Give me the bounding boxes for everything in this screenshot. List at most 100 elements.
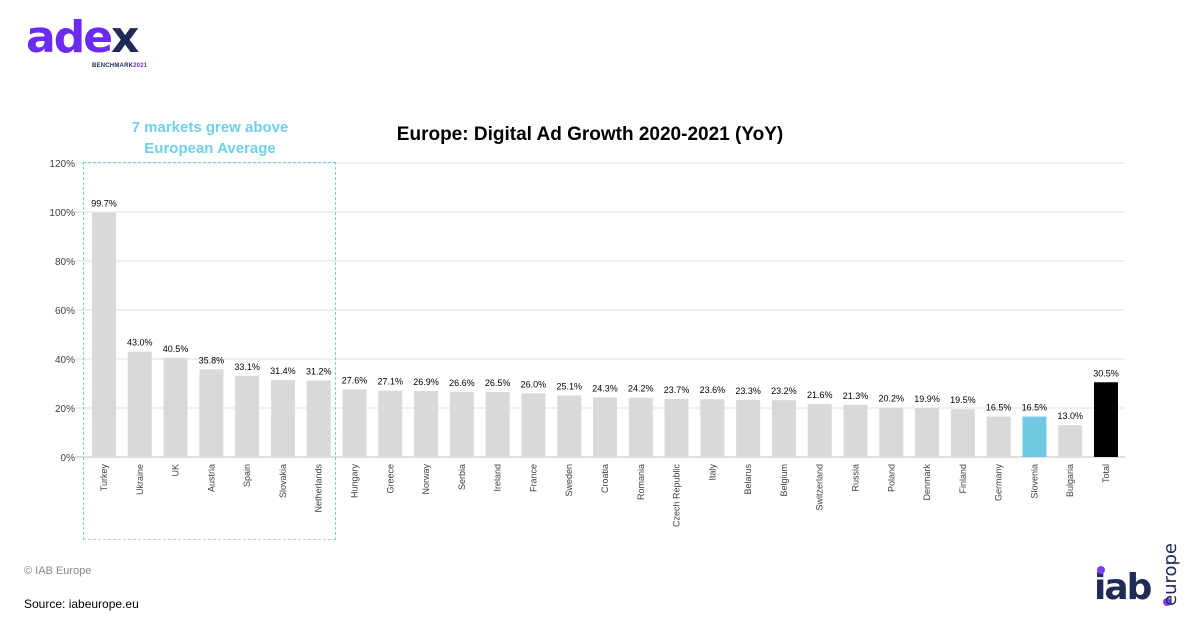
data-label: 26.6% bbox=[449, 378, 475, 388]
callout-text: 7 markets grew above European Average bbox=[83, 117, 337, 159]
x-tick-label: Italy bbox=[707, 464, 717, 481]
bar-netherlands bbox=[306, 380, 331, 457]
x-tick-label: Netherlands bbox=[314, 464, 324, 513]
callout-line2: European Average bbox=[144, 140, 276, 157]
bar-slovenia bbox=[1022, 416, 1047, 457]
y-tick-label: 60% bbox=[55, 306, 75, 317]
bar-turkey bbox=[92, 212, 116, 457]
data-label: 24.2% bbox=[628, 384, 654, 394]
iab-europe-sub: europe bbox=[1160, 543, 1181, 606]
x-tick-label: UK bbox=[171, 464, 181, 477]
x-tick-label: Total bbox=[1101, 464, 1111, 483]
chart-title: Europe: Digital Ad Growth 2020-2021 (YoY… bbox=[396, 124, 784, 145]
iab-dot bbox=[1097, 566, 1105, 574]
data-label: 31.2% bbox=[306, 367, 332, 377]
bar-belarus bbox=[736, 399, 761, 457]
x-tick-label: Austria bbox=[206, 464, 216, 492]
x-tick-label: Serbia bbox=[457, 464, 467, 490]
data-label: 16.5% bbox=[986, 403, 1012, 413]
bar-ireland bbox=[485, 392, 510, 457]
data-label: 21.3% bbox=[843, 391, 869, 401]
x-tick-label: Spain bbox=[242, 464, 252, 487]
data-label: 26.5% bbox=[485, 378, 511, 388]
x-tick-label: Slovakia bbox=[278, 464, 288, 498]
x-tick-label: Denmark bbox=[922, 464, 932, 501]
bar-poland bbox=[879, 407, 904, 457]
data-label: 23.2% bbox=[771, 386, 797, 396]
bar-serbia bbox=[449, 391, 474, 457]
data-label: 99.7% bbox=[91, 199, 117, 209]
y-tick-label: 80% bbox=[55, 257, 75, 268]
bar-hungary bbox=[342, 389, 367, 457]
bar-total bbox=[1094, 382, 1118, 457]
data-label: 31.4% bbox=[270, 366, 296, 376]
x-tick-label: Greece bbox=[385, 464, 395, 494]
bar-bulgaria bbox=[1058, 425, 1083, 457]
x-tick-label: Hungary bbox=[350, 464, 360, 499]
y-tick-label: 100% bbox=[49, 208, 75, 219]
callout-line1: 7 markets grew above bbox=[131, 119, 289, 136]
data-label: 26.0% bbox=[521, 379, 547, 389]
x-tick-label: Czech Republic bbox=[672, 464, 682, 528]
y-tick-label: 40% bbox=[55, 355, 75, 366]
data-label: 43.0% bbox=[127, 338, 153, 348]
bar-germany bbox=[986, 416, 1011, 457]
logo-year: 2021 bbox=[133, 63, 148, 69]
x-tick-label: France bbox=[528, 464, 538, 492]
x-tick-label: Bulgaria bbox=[1065, 464, 1075, 497]
x-tick-label: Norway bbox=[421, 464, 431, 495]
bar-belgium bbox=[771, 400, 796, 457]
bar-italy bbox=[700, 399, 725, 457]
bar-russia bbox=[843, 404, 868, 457]
bar-france bbox=[521, 393, 546, 457]
source-text: Source: iabeurope.eu bbox=[24, 597, 139, 611]
adex-logo-sub: BENCHMARK2021 bbox=[92, 63, 147, 70]
data-label: 23.6% bbox=[700, 385, 726, 395]
iab-europe-logo: iab bbox=[1094, 567, 1152, 608]
data-label: 27.6% bbox=[342, 375, 368, 385]
bar-sweden bbox=[557, 395, 582, 457]
x-tick-label: Germany bbox=[994, 464, 1004, 502]
bar-norway bbox=[414, 391, 439, 457]
bar-uk bbox=[163, 357, 188, 457]
data-label: 21.6% bbox=[807, 390, 833, 400]
data-label: 13.0% bbox=[1057, 411, 1083, 421]
bar-romania bbox=[628, 397, 653, 457]
x-tick-label: Belarus bbox=[743, 464, 753, 495]
x-tick-label: Poland bbox=[886, 464, 896, 492]
adex-logo: adex bbox=[26, 12, 139, 63]
data-label: 19.5% bbox=[950, 395, 976, 405]
y-tick-label: 120% bbox=[49, 159, 75, 170]
x-tick-label: Finland bbox=[958, 464, 968, 494]
data-label: 23.7% bbox=[664, 385, 690, 395]
x-tick-label: Ukraine bbox=[135, 464, 145, 495]
copyright: © IAB Europe bbox=[24, 565, 92, 577]
x-tick-label: Belgium bbox=[779, 464, 789, 497]
x-tick-label: Ireland bbox=[493, 464, 503, 492]
x-tick-label: Croatia bbox=[600, 464, 610, 493]
data-label: 16.5% bbox=[1022, 403, 1048, 413]
bar-slovakia bbox=[270, 380, 295, 457]
data-label: 20.2% bbox=[879, 394, 905, 404]
x-tick-label: Turkey bbox=[99, 464, 109, 492]
bar-croatia bbox=[593, 397, 617, 457]
bar-ukraine bbox=[127, 351, 152, 457]
data-label: 35.8% bbox=[199, 355, 225, 365]
data-label: 25.1% bbox=[556, 382, 582, 392]
data-label: 19.9% bbox=[914, 394, 940, 404]
data-label: 24.3% bbox=[592, 383, 618, 393]
data-label: 40.5% bbox=[163, 344, 189, 354]
bar-greece bbox=[378, 390, 403, 457]
iab-dot bbox=[1163, 598, 1171, 606]
y-tick-label: 20% bbox=[55, 404, 75, 415]
x-tick-label: Switzerland bbox=[815, 464, 825, 511]
logo-sub-text: BENCHMARK bbox=[92, 63, 134, 69]
bar-spain bbox=[235, 375, 260, 457]
data-label: 26.9% bbox=[413, 377, 439, 387]
bar-czech-republic bbox=[664, 398, 689, 457]
bar-finland bbox=[950, 409, 975, 457]
y-tick-label: 0% bbox=[61, 453, 76, 464]
data-label: 30.5% bbox=[1093, 368, 1119, 378]
